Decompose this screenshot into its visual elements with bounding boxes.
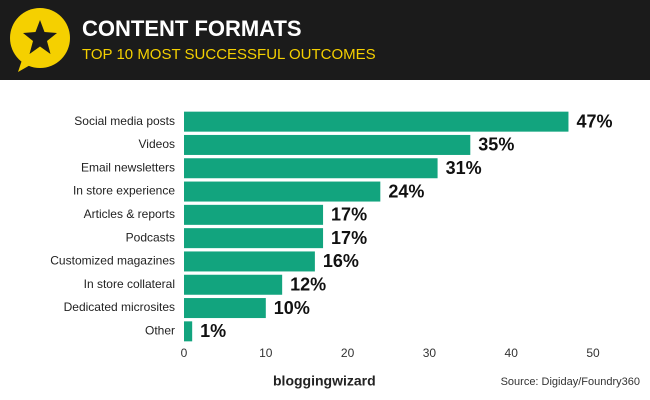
value-label: 12% (290, 275, 326, 295)
bar (184, 111, 569, 132)
value-label: 47% (576, 111, 612, 131)
value-label: 35% (478, 135, 514, 155)
logo-star (23, 20, 57, 54)
bar (184, 228, 324, 249)
header-band (0, 0, 650, 80)
value-label: 10% (274, 298, 310, 318)
bar (184, 158, 438, 179)
y-tick-label: Other (145, 324, 175, 338)
x-tick-label: 10 (259, 346, 273, 360)
y-tick-label: Dedicated microsites (64, 300, 175, 314)
value-label: 24% (388, 181, 424, 201)
brand: bloggingwizard (273, 373, 376, 389)
y-tick-label: In store collateral (84, 277, 175, 291)
bar (184, 181, 381, 202)
y-tick-label: Email newsletters (81, 160, 175, 174)
x-tick-label: 0 (181, 346, 188, 360)
source: Source: Digiday/Foundry360 (501, 376, 640, 388)
y-tick-label: Articles & reports (84, 207, 175, 221)
y-tick-label: In store experience (73, 184, 175, 198)
bar (184, 204, 324, 225)
value-label: 1% (200, 321, 226, 341)
x-tick-label: 50 (586, 346, 600, 360)
value-label: 31% (446, 158, 482, 178)
chart-subtitle: TOP 10 MOST SUCCESSFUL OUTCOMES (82, 46, 376, 63)
y-tick-label: Videos (139, 137, 175, 151)
value-label: 16% (323, 251, 359, 271)
value-label: 17% (331, 205, 367, 225)
bar (184, 321, 193, 342)
x-tick-label: 20 (341, 346, 355, 360)
bar (184, 298, 266, 319)
bar (184, 134, 471, 155)
value-label: 17% (331, 228, 367, 248)
x-tick-label: 30 (423, 346, 437, 360)
bar (184, 251, 315, 272)
bar (184, 274, 283, 295)
y-tick-label: Customized magazines (50, 254, 175, 268)
chart-title: CONTENT FORMATS (82, 16, 302, 41)
y-tick-label: Social media posts (74, 114, 175, 128)
logo-tail (18, 60, 32, 72)
y-tick-label: Podcasts (126, 230, 175, 244)
x-tick-label: 40 (505, 346, 519, 360)
